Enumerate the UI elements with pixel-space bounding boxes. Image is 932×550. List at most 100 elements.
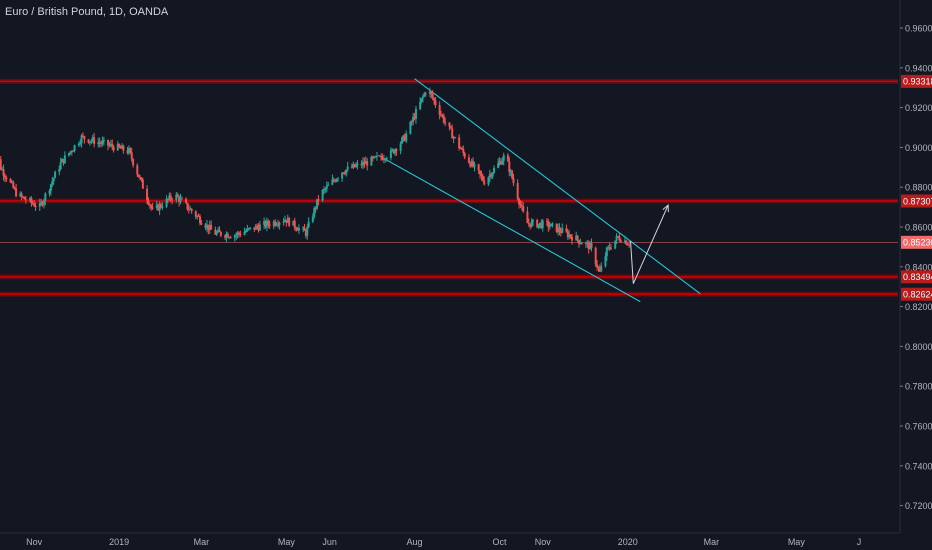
candle-body [331, 179, 334, 185]
x-tick-label: 2019 [109, 537, 129, 547]
candle-body [13, 187, 16, 189]
candle [109, 139, 112, 148]
candle [166, 198, 169, 203]
candle-body [42, 200, 45, 206]
candle-body [587, 242, 590, 250]
candle-body [194, 211, 197, 217]
candle [402, 134, 405, 142]
candle [127, 145, 130, 156]
candle [587, 240, 590, 254]
candle [399, 141, 402, 155]
candle-body [555, 223, 558, 233]
candle-body [306, 227, 309, 236]
candle-body [90, 140, 93, 142]
candle [61, 158, 64, 163]
candle-body [210, 224, 213, 230]
candle-body [516, 183, 519, 199]
candle [440, 110, 443, 118]
channel-line-0 [414, 78, 701, 295]
candle-body [395, 149, 398, 151]
x-tick-label: Nov [535, 537, 552, 547]
candle [31, 200, 34, 206]
candle-body [292, 220, 295, 226]
level-label: 0.93318 [903, 77, 932, 87]
candle [527, 218, 530, 227]
candle [165, 195, 168, 209]
candle-body [120, 145, 123, 149]
candle-body [384, 158, 387, 160]
candle-body [303, 227, 306, 231]
candle [90, 138, 93, 145]
candle [566, 228, 569, 240]
candle [479, 170, 482, 179]
candle-body [130, 152, 133, 160]
candle-body [146, 188, 149, 201]
candle-body [508, 161, 511, 173]
chart-title: Euro / British Pound, 1D, OANDA [5, 6, 169, 18]
candle-body [380, 155, 383, 158]
candle [38, 198, 41, 211]
x-tick-label: Oct [493, 537, 508, 547]
candle [282, 217, 285, 226]
candle-body [168, 195, 171, 200]
candle-body [590, 243, 593, 248]
candle [499, 158, 502, 165]
candle [0, 156, 2, 171]
candle [615, 233, 618, 245]
candle-body [548, 226, 551, 228]
candle-body [166, 198, 169, 200]
candle [610, 244, 613, 250]
candle [452, 135, 455, 144]
candle [628, 240, 631, 249]
level-label-bg [901, 270, 932, 284]
candle [179, 193, 182, 205]
candle [412, 112, 415, 126]
candle-body [51, 181, 54, 185]
candle-body [256, 225, 259, 228]
candle [559, 227, 562, 237]
candle [575, 231, 578, 241]
candle-body [433, 98, 436, 101]
candle-body [48, 190, 51, 194]
candle-body [107, 139, 110, 146]
candle [448, 122, 451, 131]
candle-body [54, 171, 57, 179]
candle [381, 153, 384, 161]
candle [370, 155, 373, 166]
candle-body [540, 222, 543, 228]
candle-body [545, 220, 548, 222]
candle [550, 223, 553, 227]
candle [40, 199, 43, 207]
candle-body [614, 240, 617, 249]
candle [576, 234, 579, 243]
candle-body [228, 237, 231, 239]
candle [423, 91, 426, 98]
candle [263, 217, 266, 230]
candle [30, 196, 33, 207]
candle-body [616, 236, 619, 238]
candle-body [29, 198, 32, 201]
candle [335, 178, 338, 183]
candle-body [100, 142, 103, 144]
candle-body [423, 93, 426, 97]
candle [619, 238, 622, 243]
candle-body [264, 221, 267, 227]
candle-body [286, 217, 289, 223]
candle-body [225, 233, 228, 238]
candle [520, 200, 523, 211]
candle-body [526, 211, 529, 224]
candle [618, 232, 621, 242]
candle [79, 139, 82, 147]
candle-body [295, 227, 298, 230]
candle [249, 227, 252, 231]
candle [374, 155, 377, 158]
candle-body [371, 156, 374, 158]
candle [288, 217, 291, 228]
candle-body [208, 224, 211, 231]
candle [363, 157, 366, 168]
